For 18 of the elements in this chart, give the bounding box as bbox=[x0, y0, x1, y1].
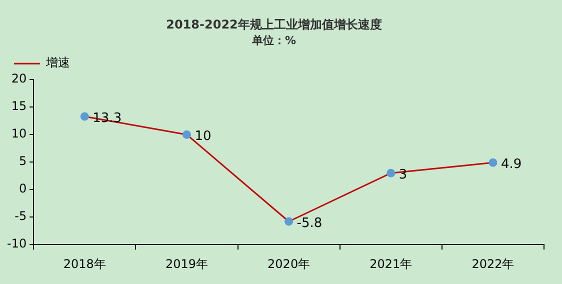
y-tick-label: -5 bbox=[14, 209, 27, 224]
data-label: 10 bbox=[194, 128, 212, 144]
y-tick-label: -10 bbox=[6, 236, 27, 251]
x-tick-label: 2020年 bbox=[268, 256, 310, 271]
y-tick-label: 20 bbox=[11, 72, 27, 86]
chart-title: 2018-2022年规上工业增加值增长速度 bbox=[166, 17, 382, 32]
y-tick-label: 15 bbox=[11, 99, 27, 114]
x-tick-label: 2021年 bbox=[370, 256, 412, 271]
legend-label: 增速 bbox=[45, 56, 70, 70]
chart-subtitle: 单位：% bbox=[250, 34, 296, 47]
y-tick-label: 5 bbox=[18, 154, 27, 168]
x-tick-label: 2022年 bbox=[472, 256, 514, 271]
y-tick-label: 10 bbox=[11, 126, 27, 141]
data-label: -5.8 bbox=[296, 216, 322, 231]
x-tick-label: 2019年 bbox=[165, 256, 208, 271]
x-tick-label: 2018年 bbox=[63, 256, 106, 271]
data-label: 4.9 bbox=[500, 157, 522, 172]
y-tick-label: 0 bbox=[18, 182, 27, 196]
